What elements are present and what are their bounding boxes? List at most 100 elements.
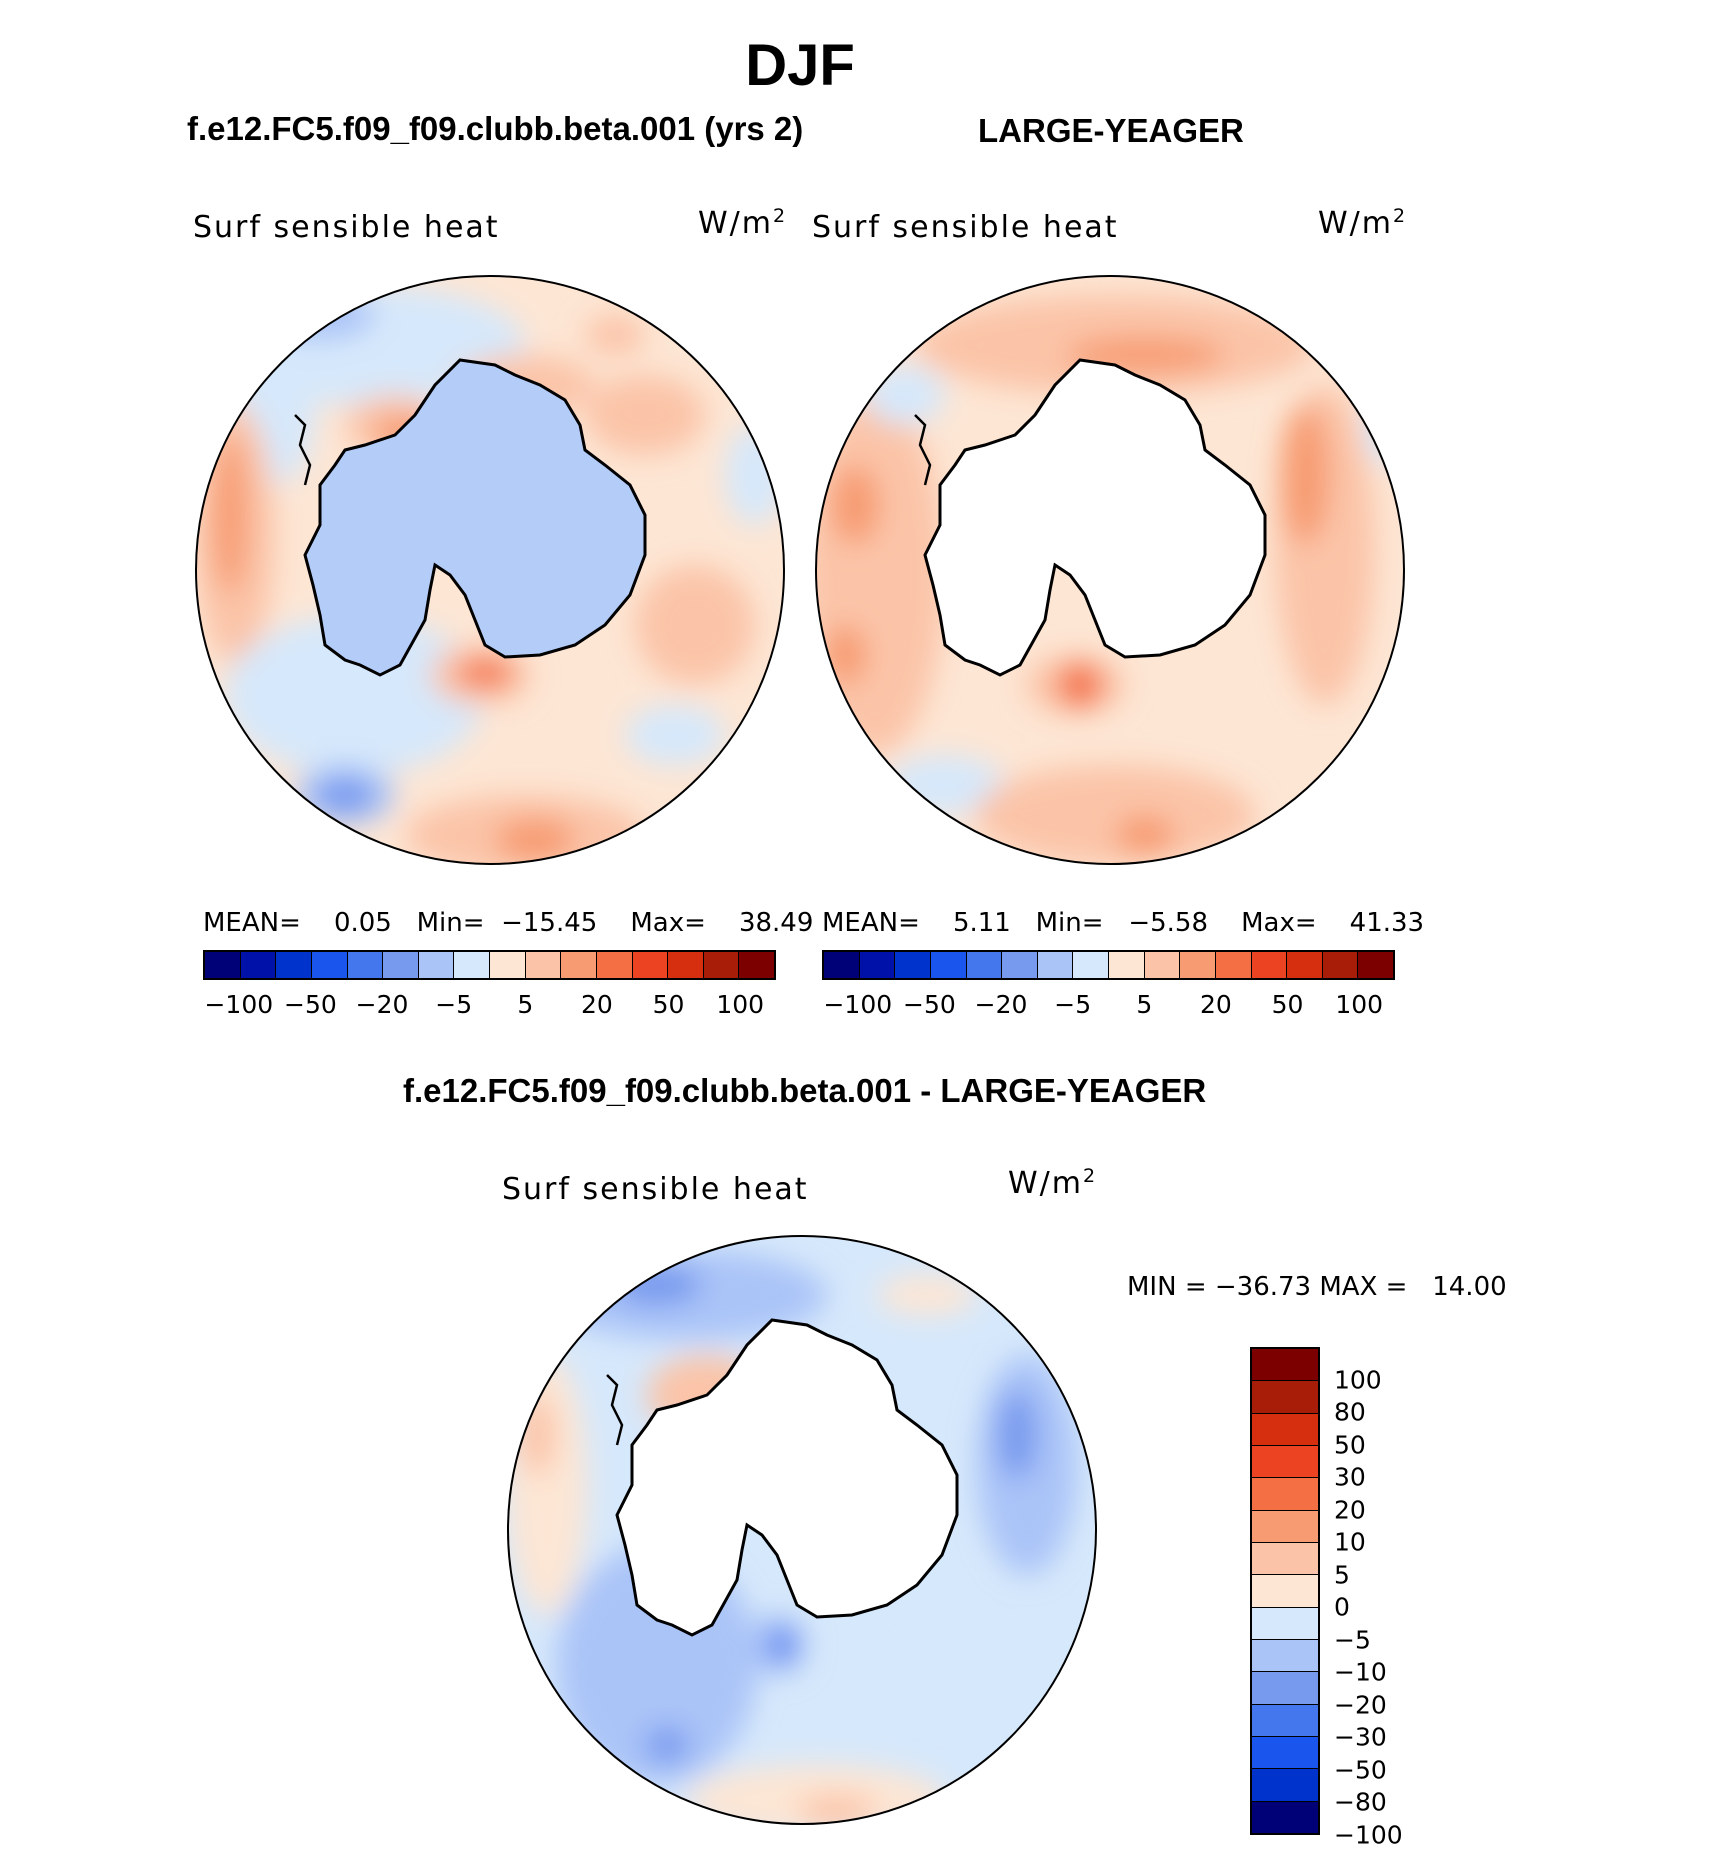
panel-2-colorbar-tick-label: 100 [1335,990,1384,1019]
diff-field-label: Surf sensible heat [502,1172,809,1207]
panel-1-colorbar-swatch [703,952,740,978]
panel-1-colorbar-swatch [490,952,526,978]
panel-2-field-label: Surf sensible heat [812,210,1119,245]
panel-2-colorbar-tick-label: −5 [1054,990,1092,1019]
diff-colorbar-tick-label: −50 [1334,1755,1387,1785]
panel-2-colorbar-swatch [966,952,1003,978]
diff-colorbar-tick-label: −30 [1334,1722,1387,1752]
panel-2-antarctica [923,358,1267,677]
panel-2-colorbar-tick-label: −100 [823,990,893,1019]
panel-2-colorbar-swatch [1144,952,1181,978]
panel-1-antarctica [303,358,647,677]
diff-colorbar-swatch [1252,1672,1318,1705]
panel-2-colorbar-swatch [1073,952,1109,978]
panel-2-colorbar-swatch [1180,952,1216,978]
panel-2-colorbar [822,950,1395,980]
panel-1-case-title: f.e12.FC5.f09_f09.clubb.beta.001 (yrs 2) [187,110,804,147]
panel-1-map [195,275,785,865]
panel-2-colorbar-tick-label: −20 [974,990,1028,1019]
diff-colorbar-swatch [1252,1381,1318,1414]
panel-2-colorbar-swatch [1322,952,1359,978]
panel-2-colorbar-swatch [895,952,931,978]
diff-colorbar-swatch [1252,1801,1318,1833]
diff-colorbar [1250,1347,1320,1835]
panel-1-colorbar-swatch [418,952,455,978]
panel-1-field-label: Surf sensible heat [193,210,500,245]
panel-2-colorbar-swatch [1215,952,1252,978]
panel-1-colorbar-swatch [311,952,348,978]
diff-colorbar-swatch [1252,1478,1318,1511]
panel-2-colorbar-swatch [1109,952,1145,978]
panel-2-stats: MEAN= 5.11 Min= −5.58 Max= 41.33 [822,908,1425,938]
panel-1-colorbar-tick-label: 50 [652,990,685,1019]
panel-1-units: W/m2 [698,205,788,241]
diff-colorbar-tick-label: 5 [1334,1560,1350,1590]
diff-map [507,1235,1097,1825]
diff-colorbar-swatch [1252,1704,1318,1737]
panel-2-colorbar-tick-label: −50 [903,990,956,1019]
panel-2-map [815,275,1405,865]
diff-colorbar-swatch [1252,1607,1318,1640]
panel-1-colorbar-tick-label: 100 [716,990,765,1019]
diff-colorbar-swatch [1252,1639,1318,1673]
panel-2-colorbar-swatch [1037,952,1074,978]
diff-colorbar-tick-label: −100 [1334,1820,1403,1850]
diff-colorbar-tick-label: −20 [1334,1690,1387,1720]
panel-1-colorbar-swatch [383,952,419,978]
diff-colorbar-tick-label: 80 [1334,1397,1366,1427]
diff-colorbar-swatch [1252,1349,1318,1382]
panel-1-colorbar-swatch [739,952,774,978]
diff-title: f.e12.FC5.f09_f09.clubb.beta.001 - LARGE… [403,1072,1207,1109]
diff-colorbar-tick-label: 50 [1334,1430,1366,1460]
diff-colorbar-swatch [1252,1413,1318,1446]
diff-antarctica [615,1318,959,1637]
diff-stats: MIN = −36.73 MAX = 14.00 [1127,1272,1507,1302]
diff-colorbar-swatch [1252,1736,1318,1770]
panel-2-colorbar-swatch [930,952,967,978]
panel-2-colorbar-swatch [859,952,896,978]
panel-1-colorbar-swatch [347,952,384,978]
diff-colorbar-swatch [1252,1542,1318,1576]
panel-1-colorbar-ticks: −100 −50 −20 −5 5 20 50 100 [203,990,776,1020]
panel-2-colorbar-swatch [1358,952,1393,978]
panel-2-colorbar-swatch [1287,952,1323,978]
diff-colorbar-tick-label: 10 [1334,1527,1366,1557]
diff-colorbar-swatch [1252,1445,1318,1479]
panel-1-colorbar [203,950,776,980]
diff-colorbar-swatch [1252,1510,1318,1543]
diff-colorbar-ticks: 100 80 50 30 20 10 5 0 −5 −10 −20 −30 −50 −80 −100 [1334,1347,1454,1849]
diff-colorbar-tick-label: 30 [1334,1462,1366,1492]
panel-1-colorbar-tick-label: −50 [284,990,337,1019]
panel-2-colorbar-tick-label: 20 [1200,990,1232,1019]
panel-1-stats: MEAN= 0.05 Min= −15.45 Max= 38.49 [203,908,814,938]
panel-1-colorbar-swatch [596,952,633,978]
panel-1-colorbar-tick-label: 20 [581,990,613,1019]
panel-2-colorbar-swatch [1251,952,1288,978]
panel-1-colorbar-tick-label: 5 [517,990,534,1019]
panel-1-colorbar-swatch [454,952,490,978]
panel-1-colorbar-swatch [276,952,312,978]
panel-2-case-title: LARGE-YEAGER [978,112,1244,149]
panel-2-colorbar-ticks: −100 −50 −20 −5 5 20 50 100 [822,990,1395,1020]
diff-colorbar-tick-label: 0 [1334,1592,1350,1622]
diff-units: W/m2 [1008,1165,1098,1201]
panel-1-colorbar-tick-label: −20 [355,990,409,1019]
panel-1-colorbar-swatch [668,952,704,978]
diff-colorbar-tick-label: −80 [1334,1787,1387,1817]
panel-1-colorbar-swatch [632,952,669,978]
panel-1-colorbar-swatch [525,952,562,978]
panel-2-colorbar-tick-label: 5 [1136,990,1153,1019]
panel-2-units: W/m2 [1318,205,1408,241]
diff-colorbar-swatch [1252,1769,1318,1802]
diff-colorbar-swatch [1252,1575,1318,1608]
panel-1-colorbar-swatch [561,952,597,978]
panel-2-colorbar-swatch [1002,952,1038,978]
figure-title: DJF [745,33,855,98]
panel-1-colorbar-tick-label: −100 [204,990,274,1019]
diff-colorbar-tick-label: 20 [1334,1495,1366,1525]
panel-1-colorbar-swatch [205,952,241,978]
panel-2-colorbar-swatch [824,952,860,978]
panel-2-colorbar-tick-label: 50 [1271,990,1304,1019]
panel-1-colorbar-tick-label: −5 [435,990,473,1019]
panel-1-colorbar-swatch [240,952,277,978]
